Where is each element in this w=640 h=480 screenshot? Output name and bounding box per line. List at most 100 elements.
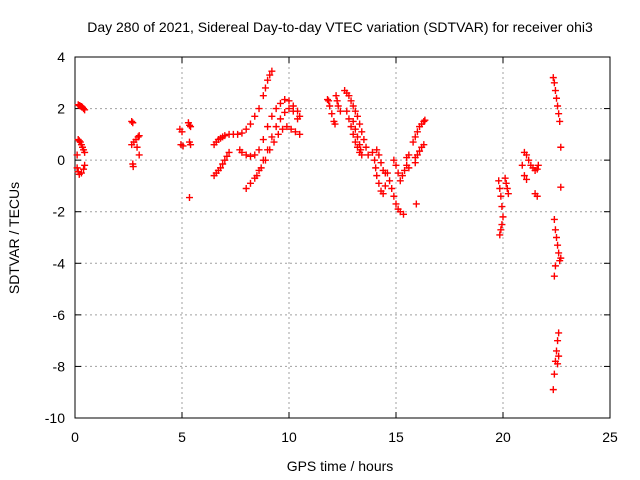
data-point — [268, 112, 276, 120]
series-arc-15a — [390, 156, 413, 185]
data-point — [270, 138, 278, 146]
data-point — [251, 151, 259, 159]
data-point — [390, 192, 398, 200]
data-point — [281, 96, 289, 104]
x-tick-label: 25 — [602, 429, 618, 445]
data-point — [381, 182, 389, 190]
data-point — [502, 179, 510, 187]
plot-border — [74, 56, 611, 419]
data-point — [499, 213, 507, 221]
data-point — [255, 105, 263, 113]
series-arc-15.5 — [403, 151, 413, 162]
data-point — [178, 128, 186, 136]
data-point — [80, 165, 88, 173]
data-point — [73, 151, 81, 159]
data-point — [388, 185, 396, 193]
data-point — [253, 172, 261, 180]
data-point — [504, 190, 512, 198]
data-point — [333, 97, 341, 105]
data-point — [234, 130, 242, 138]
data-point — [276, 115, 284, 123]
data-point — [225, 148, 233, 156]
data-series — [73, 67, 565, 394]
data-point — [553, 234, 560, 241]
data-point — [331, 120, 339, 128]
data-point — [416, 147, 424, 155]
y-tick-label: -4 — [53, 255, 66, 271]
data-point — [392, 200, 400, 208]
data-point — [187, 141, 195, 149]
data-point — [554, 241, 562, 249]
y-tick-label: -8 — [53, 358, 66, 374]
series-arc-2.7c — [129, 160, 137, 171]
data-point — [81, 106, 89, 114]
data-point — [187, 123, 195, 131]
data-point — [332, 92, 340, 100]
series-arc-12a — [324, 92, 344, 128]
data-point — [362, 143, 370, 151]
data-point — [557, 183, 565, 191]
data-point — [399, 210, 407, 218]
data-point — [285, 97, 293, 105]
data-point — [238, 148, 246, 156]
data-point — [345, 115, 353, 123]
data-point — [349, 102, 357, 110]
data-point — [555, 249, 563, 257]
data-point — [347, 97, 355, 105]
data-point — [264, 76, 272, 84]
data-point — [324, 96, 332, 104]
chart-title: Day 280 of 2021, Sidereal Day-to-day VTE… — [87, 19, 593, 35]
data-point — [81, 148, 89, 156]
series-arc-2.7a — [128, 117, 137, 127]
data-point — [353, 112, 361, 120]
data-point — [238, 129, 246, 137]
x-tick-label: 0 — [71, 429, 79, 445]
data-point — [555, 110, 563, 118]
series-arc-16 — [409, 116, 429, 208]
data-point — [351, 138, 359, 146]
x-tick-label: 20 — [495, 429, 511, 445]
data-point — [501, 174, 509, 182]
data-point — [373, 172, 381, 180]
data-point — [557, 254, 565, 262]
data-point — [268, 133, 276, 141]
data-point — [555, 329, 563, 337]
data-point — [135, 151, 143, 159]
data-point — [351, 107, 359, 115]
data-point — [498, 203, 506, 211]
grid-lines — [75, 57, 610, 418]
data-point — [377, 159, 385, 167]
data-point — [77, 169, 85, 177]
data-point — [75, 137, 83, 145]
data-point — [343, 107, 351, 115]
series-arc-21 — [518, 148, 542, 200]
series-arc-14.8 — [383, 169, 407, 218]
data-point — [396, 177, 404, 185]
data-point — [272, 123, 280, 131]
data-point — [549, 386, 557, 394]
data-point — [401, 166, 409, 174]
data-point — [266, 146, 274, 154]
data-point — [375, 151, 383, 159]
data-point — [356, 120, 364, 128]
data-point — [420, 117, 428, 125]
data-point — [242, 151, 250, 159]
data-point — [296, 130, 304, 138]
data-point — [386, 177, 394, 185]
data-point — [550, 79, 558, 87]
data-point — [357, 146, 365, 154]
data-point — [409, 138, 417, 146]
data-point — [420, 141, 428, 149]
data-point — [358, 151, 366, 159]
series-arc-6.5b — [210, 148, 233, 180]
data-point — [259, 136, 267, 144]
series-arc-22.4b — [550, 215, 565, 280]
data-point — [496, 231, 504, 239]
data-point — [129, 119, 137, 127]
series-arc-5c — [185, 194, 193, 202]
x-axis-label: GPS time / hours — [287, 458, 394, 474]
data-point — [413, 128, 421, 136]
data-point — [223, 152, 231, 160]
data-point — [221, 132, 229, 140]
